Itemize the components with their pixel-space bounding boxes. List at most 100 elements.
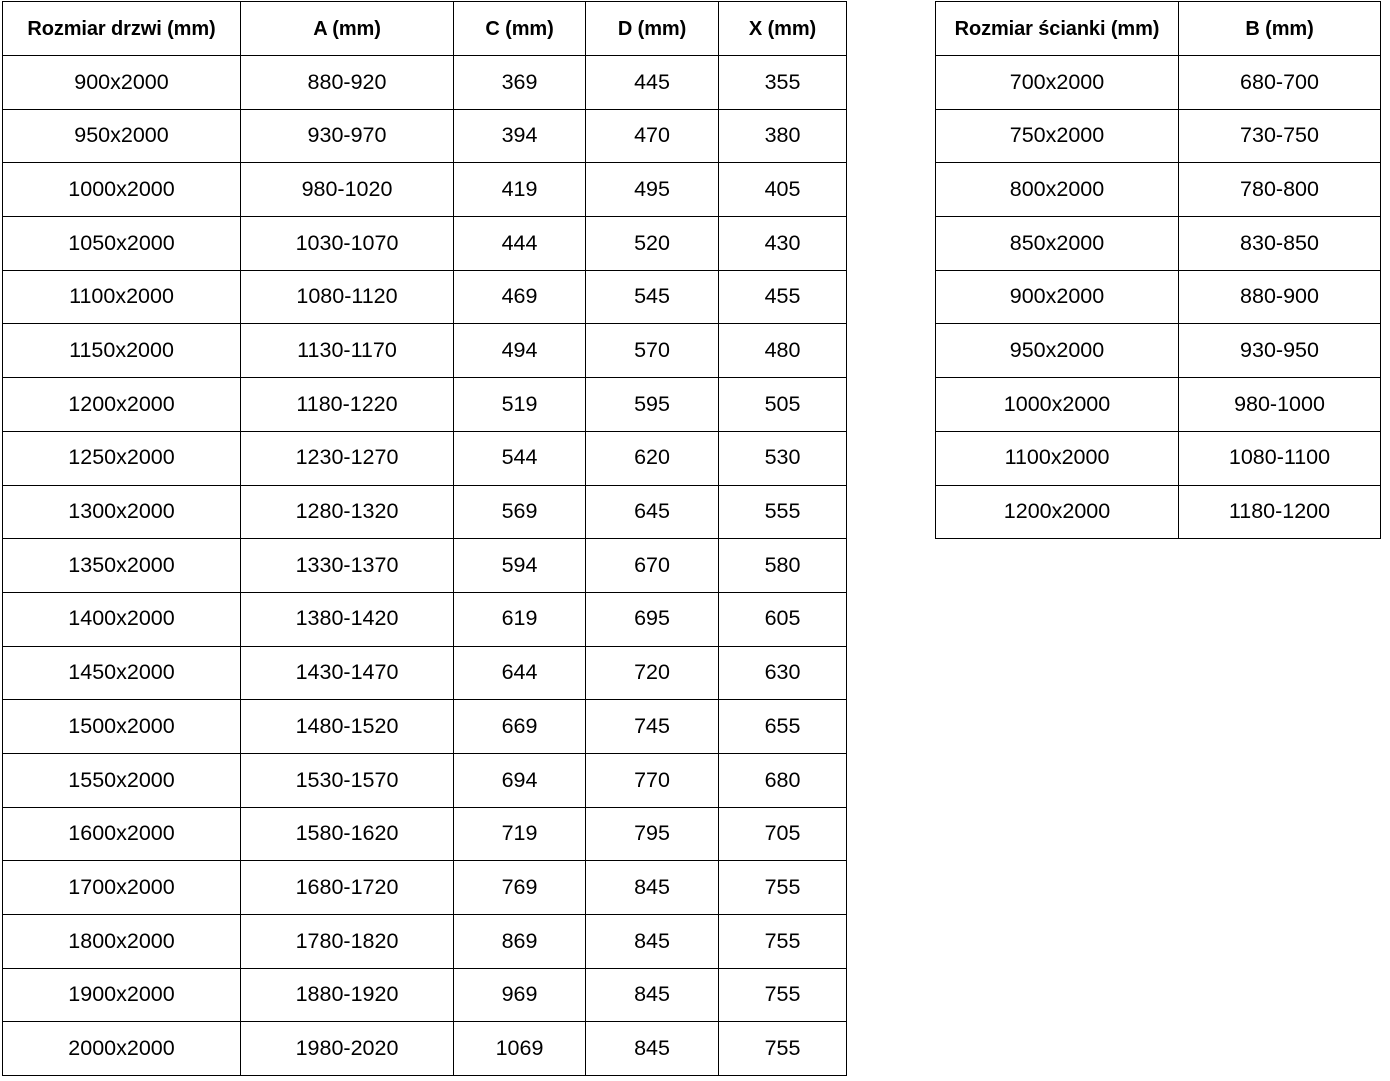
cell-b: 780-800 (1178, 162, 1381, 218)
table-row: 1450x2000 1430-1470 644 720 630 (2, 645, 847, 701)
cell-c: 1069 (453, 1021, 586, 1077)
cell-x: 705 (718, 806, 847, 862)
cell-c: 469 (453, 269, 586, 325)
cell-door-size: 1250x2000 (2, 430, 241, 486)
cell-a: 1030-1070 (240, 216, 454, 271)
cell-wall-size: 800x2000 (935, 162, 1179, 218)
cell-x: 430 (718, 216, 847, 271)
cell-a: 1330-1370 (240, 538, 454, 593)
table-row: 2000x2000 1980-2020 1069 845 755 (2, 1021, 847, 1077)
cell-door-size: 1900x2000 (2, 967, 241, 1023)
cell-c: 594 (453, 538, 586, 593)
cell-b: 880-900 (1178, 269, 1381, 325)
table-row: 950x2000 930-950 (935, 323, 1381, 379)
cell-b: 980-1000 (1178, 377, 1381, 432)
cell-d: 795 (585, 806, 719, 862)
cell-c: 544 (453, 430, 586, 486)
table-row: 950x2000 930-970 394 470 380 (2, 108, 847, 164)
table-row: 1800x2000 1780-1820 869 845 755 (2, 914, 847, 969)
cell-wall-size: 700x2000 (935, 55, 1179, 110)
table-row: 1200x2000 1180-1220 519 595 505 (2, 377, 847, 432)
cell-wall-size: 750x2000 (935, 108, 1179, 164)
cell-door-size: 1000x2000 (2, 162, 241, 218)
cell-door-size: 1550x2000 (2, 752, 241, 808)
cell-x: 555 (718, 484, 847, 540)
table-row: 900x2000 880-920 369 445 355 (2, 55, 847, 110)
table-row: 1500x2000 1480-1520 669 745 655 (2, 699, 847, 754)
cell-x: 755 (718, 860, 847, 915)
cell-x: 755 (718, 1021, 847, 1077)
cell-door-size: 1050x2000 (2, 216, 241, 271)
table-row: 1150x2000 1130-1170 494 570 480 (2, 323, 847, 379)
cell-c: 869 (453, 914, 586, 969)
table-row: 900x2000 880-900 (935, 269, 1381, 325)
table-header-row: Rozmiar ścianki (mm) B (mm) (935, 1, 1381, 56)
cell-a: 1680-1720 (240, 860, 454, 915)
cell-d: 745 (585, 699, 719, 754)
table-row: 1350x2000 1330-1370 594 670 580 (2, 538, 847, 593)
table-row: 1600x2000 1580-1620 719 795 705 (2, 806, 847, 862)
cell-a: 1780-1820 (240, 914, 454, 969)
cell-a: 1480-1520 (240, 699, 454, 754)
column-header-door-size: Rozmiar drzwi (mm) (2, 1, 241, 56)
cell-x: 655 (718, 699, 847, 754)
cell-c: 494 (453, 323, 586, 379)
cell-d: 595 (585, 377, 719, 432)
cell-wall-size: 1100x2000 (935, 430, 1179, 486)
cell-c: 969 (453, 967, 586, 1023)
cell-b: 680-700 (1178, 55, 1381, 110)
cell-door-size: 1700x2000 (2, 860, 241, 915)
cell-door-size: 1150x2000 (2, 323, 241, 379)
cell-b: 930-950 (1178, 323, 1381, 379)
cell-x: 455 (718, 269, 847, 325)
cell-a: 1230-1270 (240, 430, 454, 486)
column-header-c: C (mm) (453, 1, 586, 56)
cell-door-size: 1450x2000 (2, 645, 241, 701)
cell-a: 1430-1470 (240, 645, 454, 701)
column-header-b: B (mm) (1178, 1, 1381, 56)
cell-c: 394 (453, 108, 586, 164)
cell-wall-size: 950x2000 (935, 323, 1179, 379)
cell-a: 880-920 (240, 55, 454, 110)
column-header-wall-size: Rozmiar ścianki (mm) (935, 1, 1179, 56)
cell-door-size: 950x2000 (2, 108, 241, 164)
column-header-d: D (mm) (585, 1, 719, 56)
cell-a: 980-1020 (240, 162, 454, 218)
cell-d: 845 (585, 860, 719, 915)
column-header-a: A (mm) (240, 1, 454, 56)
table-row: 1550x2000 1530-1570 694 770 680 (2, 752, 847, 808)
cell-d: 470 (585, 108, 719, 164)
table-row: 1700x2000 1680-1720 769 845 755 (2, 860, 847, 915)
cell-d: 495 (585, 162, 719, 218)
cell-x: 530 (718, 430, 847, 486)
cell-b: 1080-1100 (1178, 430, 1381, 486)
cell-c: 669 (453, 699, 586, 754)
cell-x: 755 (718, 967, 847, 1023)
cell-door-size: 1100x2000 (2, 269, 241, 325)
cell-d: 695 (585, 591, 719, 647)
cell-x: 505 (718, 377, 847, 432)
cell-d: 845 (585, 914, 719, 969)
cell-door-size: 1600x2000 (2, 806, 241, 862)
cell-door-size: 1500x2000 (2, 699, 241, 754)
table-row: 1200x2000 1180-1200 (935, 484, 1381, 540)
cell-d: 520 (585, 216, 719, 271)
cell-d: 770 (585, 752, 719, 808)
cell-door-size: 1300x2000 (2, 484, 241, 540)
cell-wall-size: 900x2000 (935, 269, 1179, 325)
cell-a: 1180-1220 (240, 377, 454, 432)
cell-door-size: 1800x2000 (2, 914, 241, 969)
cell-b: 830-850 (1178, 216, 1381, 271)
cell-d: 445 (585, 55, 719, 110)
cell-door-size: 1200x2000 (2, 377, 241, 432)
cell-a: 1880-1920 (240, 967, 454, 1023)
cell-wall-size: 850x2000 (935, 216, 1179, 271)
table-row: 1050x2000 1030-1070 444 520 430 (2, 216, 847, 271)
cell-a: 1130-1170 (240, 323, 454, 379)
cell-d: 620 (585, 430, 719, 486)
table-row: 1900x2000 1880-1920 969 845 755 (2, 967, 847, 1023)
cell-d: 845 (585, 967, 719, 1023)
cell-d: 720 (585, 645, 719, 701)
cell-c: 644 (453, 645, 586, 701)
cell-door-size: 1350x2000 (2, 538, 241, 593)
